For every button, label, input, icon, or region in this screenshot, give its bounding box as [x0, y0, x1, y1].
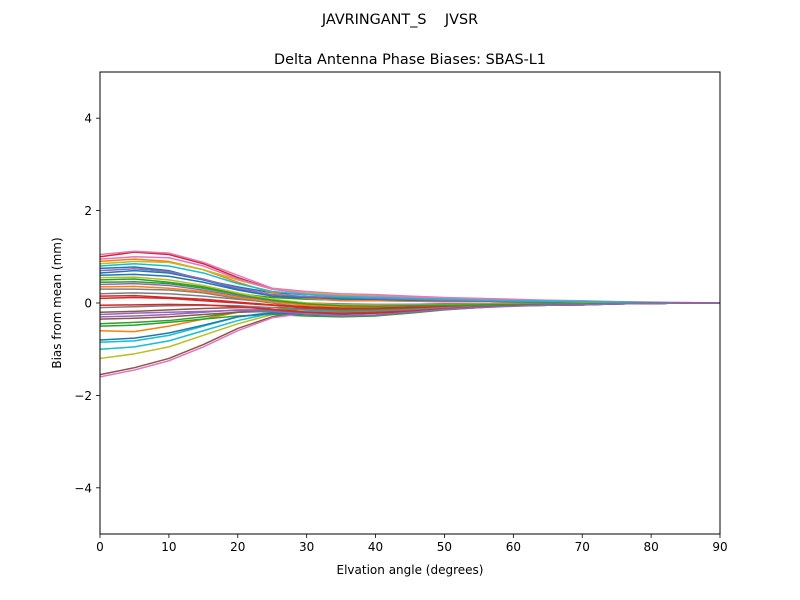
x-tick-label: 90 — [712, 540, 727, 554]
series-line-34 — [99, 302, 720, 317]
x-tick-label: 40 — [368, 540, 383, 554]
x-tick-label: 0 — [96, 540, 104, 554]
x-axis-ticks: 0 10 20 30 40 50 60 70 80 90 — [96, 534, 728, 554]
x-tick-label: 30 — [299, 540, 314, 554]
x-tick-label: 70 — [575, 540, 590, 554]
x-tick-label: 10 — [161, 540, 176, 554]
plot-lines — [99, 250, 721, 378]
series-line-30 — [99, 262, 720, 304]
x-tick-label: 50 — [437, 540, 452, 554]
y-axis-ticks: −4 −2 0 2 4 — [74, 112, 100, 495]
chart-title: Delta Antenna Phase Biases: SBAS-L1 — [274, 52, 546, 68]
x-tick-label: 20 — [230, 540, 245, 554]
plot-frame — [99, 71, 721, 535]
y-tick-label: 4 — [84, 112, 92, 126]
y-tick-label: 0 — [84, 297, 92, 311]
x-tick-label: 80 — [643, 540, 658, 554]
y-tick-label: 2 — [84, 204, 92, 218]
y-axis-label: Bias from mean (mm) — [50, 237, 64, 368]
y-tick-label: −4 — [74, 481, 92, 495]
y-tick-label: −2 — [74, 389, 92, 403]
figure-suptitle: JAVRINGANT_S JVSR — [321, 12, 478, 28]
x-tick-label: 60 — [506, 540, 521, 554]
x-axis-label: Elvation angle (degrees) — [337, 563, 484, 577]
